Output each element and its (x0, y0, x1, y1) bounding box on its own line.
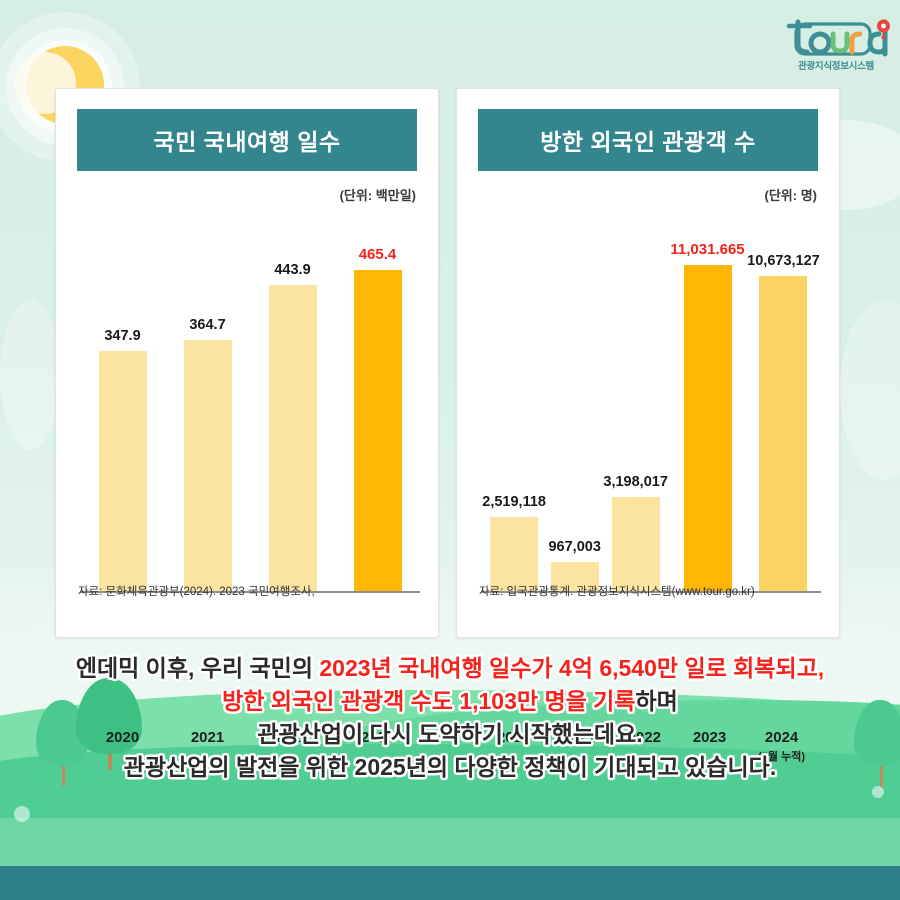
chart-card-domestic: 국민 국내여행 일수 (단위: 백만일) 347.9 364.7 443.9 465.… (55, 88, 439, 746)
x-axis-tick: 2020 (106, 729, 139, 779)
bar-value-label: 443.9 (274, 262, 311, 278)
bar-item: 11,031.665 (670, 219, 745, 591)
chart-card-inbound: 방한 외국인 관광객 수 (단위: 명) 2,519,118 967,003 3,1… (456, 88, 840, 763)
caption-line-1-plain: 엔데믹 이후, 우리 국민의 (75, 655, 320, 681)
bar-item: 2,519,118 (482, 219, 546, 591)
bar-rect (759, 276, 808, 591)
bar-value-label: 11,031.665 (670, 241, 745, 258)
map-pin-icon (877, 19, 890, 39)
caption-line-3-text: 관광산업이 다시 도약하기 시작했는데요. (257, 721, 643, 748)
footer-band-teal (0, 866, 900, 900)
cloud-shape (0, 300, 60, 450)
bar-value-label: 465.4 (358, 246, 397, 263)
x-axis-tick: 2020 (497, 729, 530, 779)
chart-unit-inbound: (단위: 명) (764, 188, 817, 203)
caption-line-1-highlight: 2023년 국내여행 일수가 4억 6,540만 일로 회복되고, (319, 655, 825, 681)
x-axis-tick-sublabel: (8월 누적) (758, 751, 806, 763)
bar-value-label: 967,003 (548, 539, 601, 555)
bar-item: 10,673,127 (747, 219, 820, 591)
caption-line-3: 관광산업이 다시 도약하기 시작했는데요. (0, 718, 900, 751)
footer-band-green (0, 818, 900, 866)
chart-source-inbound: 자료: 입국관광통계. 관광정보지식시스템(www.tour.go.kr) (479, 586, 755, 598)
bar-rect (183, 340, 232, 591)
caption-line-2-plain: 하며 (635, 688, 678, 715)
x-axis-tick: 2022 (628, 729, 661, 779)
x-axis-tick-year: 2020 (105, 729, 140, 746)
bar-rect (353, 270, 402, 591)
x-axis-tick-year: 2023 (360, 729, 395, 746)
x-axis-tick-year: 2023 (692, 729, 727, 746)
x-axis-tick-year: 2022 (275, 729, 310, 746)
bar-item: 967,003 (548, 219, 601, 591)
bar-rect (98, 351, 147, 591)
chart-source-domestic: 자료: 문화체육관광부(2024). 2023 국민여행조사, (78, 586, 315, 598)
bar-item: 347.9 (98, 219, 147, 591)
chart-title-domestic: 국민 국내여행 일수 (77, 109, 417, 171)
bar-value-label: 364.7 (189, 317, 226, 333)
chart-unit-domestic: (단위: 백만일) (339, 188, 416, 203)
x-axis-tick-year: 2021 (562, 729, 596, 746)
tree-icon (76, 678, 146, 770)
bar-chart-domestic: 347.9 364.7 443.9 465.4 2020 2021 2022 2023 (56, 219, 438, 746)
x-axis-tick: 2022 (276, 729, 309, 779)
x-axis-tick: 2021 (191, 729, 224, 779)
bar-value-label: 2,519,118 (482, 494, 546, 510)
bar-item: 443.9 (268, 219, 317, 591)
caption-line-1: 엔데믹 이후, 우리 국민의 2023년 국내여행 일수가 4억 6,540만 … (0, 652, 900, 685)
x-axis-tick-year: 2024 (764, 729, 799, 746)
bar-item: 364.7 (183, 219, 232, 591)
caption-block: 엔데믹 이후, 우리 국민의 2023년 국내여행 일수가 4억 6,540만 … (0, 652, 900, 784)
bar-group-domestic: 347.9 364.7 443.9 465.4 (80, 219, 420, 591)
x-axis-labels-domestic: 2020 2021 2022 2023 (80, 729, 420, 779)
bar-item: 3,198,017 (603, 219, 668, 591)
bar-value-label: 347.9 (104, 328, 141, 344)
x-axis-tick-year: 2020 (496, 729, 531, 746)
bar-rect (268, 285, 317, 591)
x-axis-labels-inbound: 2020 2021 2022 2023 2024 (8월 누적) (481, 729, 821, 779)
bar-group-inbound: 2,519,118 967,003 3,198,017 11,031.665 10,67… (481, 219, 821, 591)
chart-title-inbound: 방한 외국인 관광객 수 (478, 109, 818, 171)
bar-value-label: 3,198,017 (603, 474, 668, 490)
tree-icon (854, 700, 900, 788)
bar-item: 465.4 (353, 219, 402, 591)
x-axis-tick: 2023 (693, 729, 726, 779)
x-axis-tick: 2024 (8월 누적) (758, 729, 805, 779)
bar-value-label: 10,673,127 (747, 253, 820, 269)
bar-rect (611, 497, 660, 591)
x-axis-tick: 2021 (562, 729, 595, 779)
bar-rect (683, 265, 732, 591)
x-axis-tick-year: 2021 (190, 729, 225, 746)
x-axis-line-inbound (481, 591, 821, 593)
x-axis-tick: 2023 (361, 729, 394, 779)
bar-chart-inbound: 2,519,118 967,003 3,198,017 11,031.665 10,67… (457, 219, 839, 763)
caption-line-2: 방한 외국인 관광객 수도 1,103만 명을 기록하며 (0, 685, 900, 718)
tourgo-logo[interactable] (780, 14, 892, 72)
caption-line-4-text: 관광산업의 발전을 위한 2025년의 다양한 정책이 기대되고 있습니다. (123, 754, 777, 781)
x-axis-tick-year: 2022 (627, 729, 661, 746)
caption-line-2-highlight: 방한 외국인 관광객 수도 1,103만 명을 기록 (222, 688, 636, 715)
bar-rect (550, 562, 599, 591)
tourgo-logo-svg (786, 19, 890, 57)
logo-subtitle: 관광지식정보시스템 (798, 61, 874, 72)
decor-bubble (14, 806, 30, 822)
decor-bubble (872, 786, 884, 798)
x-axis-line-domestic (80, 591, 420, 593)
bar-rect (490, 517, 539, 591)
caption-line-4: 관광산업의 발전을 위한 2025년의 다양한 정책이 기대되고 있습니다. (0, 751, 900, 784)
